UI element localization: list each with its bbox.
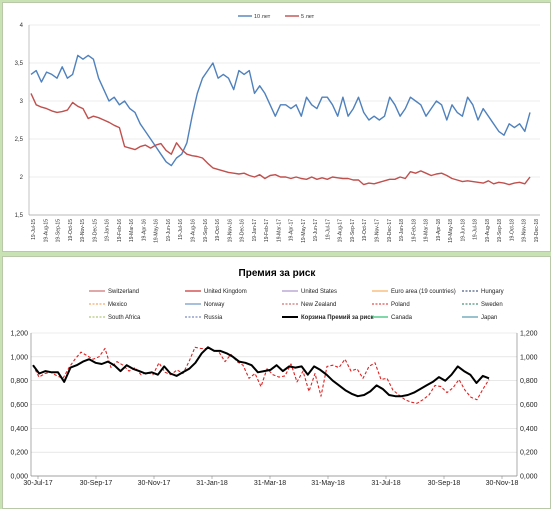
x-tick-label: 19-May-16 — [154, 219, 160, 243]
y-tick-label: 2,5 — [15, 137, 24, 143]
x-tick-label: 31-Jan-18 — [196, 480, 228, 487]
x-tick-label: 19-Aug-18 — [485, 219, 491, 243]
x-tick-label: 30-Nov-17 — [138, 480, 171, 487]
legend-label: Canada — [391, 315, 413, 321]
legend-label: South Africa — [108, 315, 141, 321]
y-tick-label: 3,5 — [15, 61, 24, 67]
legend-label: United Kingdom — [204, 289, 247, 295]
series-line-10y — [30, 54, 531, 167]
yield-chart-panel: 1,5 2 2,5 3 3,5 4 19-Jul-15 19-Aug-15 19-Sep-15… — [2, 2, 551, 252]
y-tick-label: 1,5 — [15, 213, 24, 219]
y-tick-label: 4 — [20, 23, 24, 29]
x-tick-label: 19-Apr-16 — [141, 219, 147, 241]
x-tick-label: 19-Aug-15 — [43, 219, 49, 243]
series-line-poland — [32, 346, 490, 404]
legend-label: Euro area (19 countries) — [391, 289, 456, 295]
x-tick-label: 31-May-18 — [311, 480, 345, 487]
x-tick-label: 19-Oct-15 — [68, 219, 74, 241]
x-tick-label: 19-Apr-18 — [436, 219, 442, 241]
x-tick-label: 31-Jul-18 — [371, 480, 400, 487]
x-tick-label: 19-Mar-16 — [129, 219, 135, 242]
x-tick-label: 19-Jun-18 — [460, 219, 466, 242]
x-tick-label: 19-May-17 — [301, 219, 307, 243]
legend-label: Norway — [204, 302, 224, 308]
y-tick-label-right: 0,800 — [520, 378, 538, 385]
legend-label: New Zealand — [301, 302, 336, 308]
x-tick-label: 19-Nov-15 — [80, 219, 86, 243]
x-tick-label: 19-Jul-15 — [31, 219, 37, 240]
x-tick-label: 19-Sep-16 — [203, 219, 209, 243]
x-tick-label: 19-Jun-16 — [166, 219, 172, 242]
x-tick-label: 19-Jun-17 — [313, 219, 319, 242]
legend-label: Корзина Премий за риск — [301, 314, 374, 321]
x-tick-label: 19-Jan-16 — [105, 219, 111, 242]
x-tick-label: 19-May-18 — [448, 219, 454, 243]
x-tick-label: 19-Sep-17 — [350, 219, 356, 243]
y-tick-label-right: 1,200 — [520, 331, 538, 338]
x-tick-label: 19-Jan-18 — [399, 219, 405, 242]
yield-chart: 1,5 2 2,5 3 3,5 4 19-Jul-15 19-Aug-15 19-Sep-15… — [15, 14, 540, 243]
x-tick-label: 19-Nov-16 — [227, 219, 233, 243]
y-tick-label-right: 1,000 — [520, 354, 538, 361]
legend-label: United States — [301, 289, 337, 295]
legend-label: Russia — [204, 315, 223, 321]
x-tick-label: 19-Sep-18 — [497, 219, 503, 243]
chart-title: Премия за риск — [239, 268, 317, 279]
x-tick-label: 19-Nov-18 — [522, 219, 528, 243]
x-tick-label: 19-Feb-17 — [264, 219, 270, 242]
y-tick-label-left: 0,200 — [10, 450, 28, 457]
x-tick-label: 19-Jul-18 — [473, 219, 479, 240]
x-tick-label: 30-Sep-18 — [428, 480, 461, 487]
risk-premium-chart-panel: Премия за риск Switzerland United Kingdom… — [2, 256, 551, 509]
x-tick-label: 19-Dec-18 — [534, 219, 540, 243]
y-tick-label-left: 0,400 — [10, 426, 28, 433]
x-tick-label: 30-Jul-17 — [23, 480, 52, 487]
x-tick-label: 19-Mar-17 — [276, 219, 282, 242]
risk-premium-chart: Премия за риск Switzerland United Kingdom… — [10, 268, 538, 487]
x-tick-label: 30-Sep-17 — [80, 480, 113, 487]
y-tick-label-left: 0,000 — [10, 474, 28, 481]
x-tick-label: 31-Mar-18 — [254, 480, 286, 487]
y-tick-label-left: 0,800 — [10, 378, 28, 385]
legend-label: 5 лет — [301, 14, 315, 20]
legend-label: Japan — [481, 315, 497, 321]
series-line-premium-basket — [32, 346, 490, 398]
x-tick-label: 19-Apr-17 — [289, 219, 295, 241]
x-tick-label: 19-Aug-17 — [338, 219, 344, 243]
x-tick-label: 19-Jul-17 — [325, 219, 331, 240]
x-tick-label: 19-Feb-16 — [117, 219, 123, 242]
y-tick-label-right: 0,600 — [520, 402, 538, 409]
x-tick-label: 19-Jan-17 — [252, 219, 258, 242]
series-line-5y — [30, 93, 531, 186]
x-tick-label: 19-Dec-15 — [92, 219, 98, 243]
y-tick-label-left: 0,600 — [10, 402, 28, 409]
x-tick-label: 19-Dec-16 — [240, 219, 246, 243]
x-tick-label: 19-Aug-16 — [190, 219, 196, 243]
legend-label: Hungary — [481, 289, 504, 295]
x-tick-label: 19-Oct-16 — [215, 219, 221, 241]
x-tick-label: 19-Oct-18 — [509, 219, 515, 241]
x-tick-label: 30-Nov-18 — [486, 480, 519, 487]
legend-label: Mexico — [108, 302, 128, 308]
x-tick-label: 19-Mar-18 — [424, 219, 430, 242]
x-tick-label: 19-Dec-17 — [387, 219, 393, 243]
legend-label: Poland — [391, 302, 410, 308]
legend-label: 10 лет — [254, 14, 271, 20]
y-tick-label-right: 0,400 — [520, 426, 538, 433]
y-tick-label-right: 0,200 — [520, 450, 538, 457]
y-tick-label-left: 1,000 — [10, 354, 28, 361]
legend-label: Switzerland — [108, 289, 139, 295]
y-tick-label: 3 — [20, 99, 24, 105]
x-tick-label: 19-Nov-17 — [375, 219, 381, 243]
x-tick-label: 19-Sep-15 — [56, 219, 62, 243]
x-tick-label: 19-Jul-16 — [178, 219, 184, 240]
legend-label: Sweden — [481, 302, 503, 308]
y-tick-label-right: 0,000 — [520, 474, 538, 481]
y-tick-label-left: 1,200 — [10, 331, 28, 338]
x-tick-label: 19-Feb-18 — [411, 219, 417, 242]
x-tick-label: 19-Oct-17 — [362, 219, 368, 241]
y-tick-label: 2 — [20, 175, 24, 181]
